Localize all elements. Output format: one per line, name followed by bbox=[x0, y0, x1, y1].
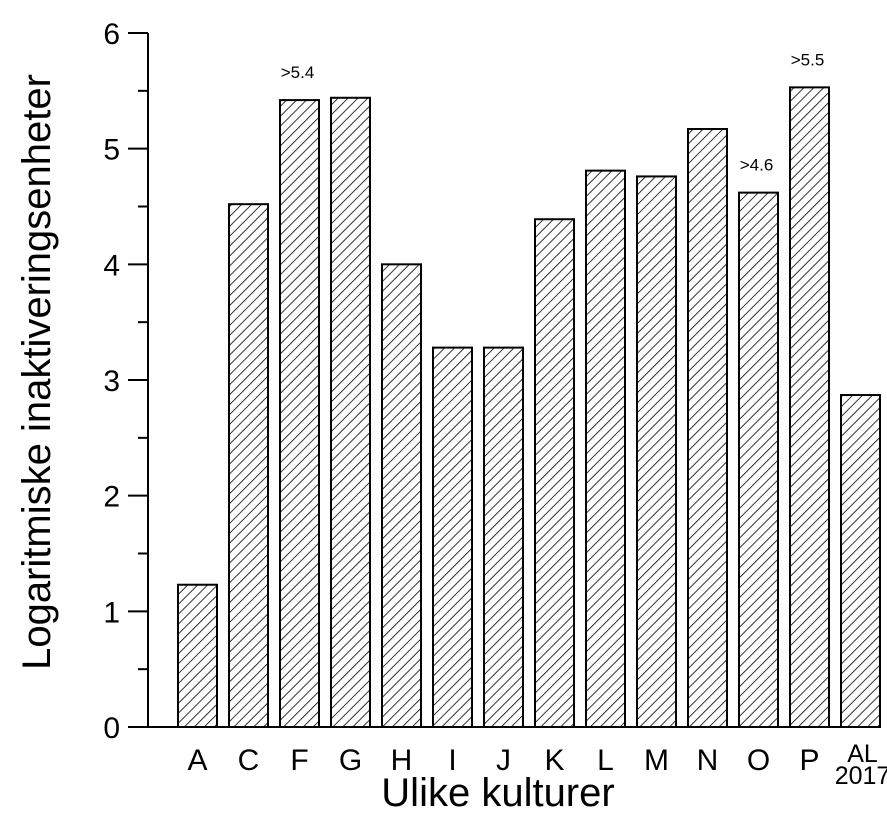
x-tick-label: N bbox=[697, 744, 719, 777]
bar-j bbox=[483, 346, 524, 728]
bar-h bbox=[381, 263, 422, 728]
x-tick-label: L bbox=[597, 744, 614, 777]
bar-n bbox=[687, 128, 728, 728]
bars bbox=[177, 86, 881, 729]
x-tick-label: J bbox=[496, 744, 511, 777]
bar-al-2017 bbox=[840, 394, 881, 728]
x-axis-title: Ulike kulturer bbox=[381, 771, 614, 815]
x-tick-label: K bbox=[544, 744, 564, 777]
x-tick-label: C bbox=[238, 744, 260, 777]
y-tick-label: 6 bbox=[103, 18, 120, 51]
y-axis-title: Logaritmiske inaktiveringsenheter bbox=[15, 74, 59, 670]
x-tick-label: H bbox=[391, 744, 413, 777]
x-tick-label: 2017 bbox=[835, 762, 887, 790]
x-tick-label: F bbox=[290, 744, 308, 777]
bar-l bbox=[585, 169, 626, 729]
bar-g bbox=[330, 96, 371, 729]
bar-a bbox=[177, 583, 218, 728]
y-tick-label: 0 bbox=[103, 712, 120, 745]
bar-c bbox=[228, 203, 269, 729]
x-tick-label: A bbox=[187, 744, 207, 777]
x-tick-label: O bbox=[747, 744, 770, 777]
bar-annotation: >5.4 bbox=[281, 63, 315, 82]
bar-k bbox=[534, 218, 575, 728]
y-tick-label: 2 bbox=[103, 481, 120, 514]
bar-p bbox=[789, 86, 830, 728]
y-tick-label: 5 bbox=[103, 134, 120, 167]
x-tick-label: P bbox=[799, 744, 819, 777]
y-tick-label: 3 bbox=[103, 365, 120, 398]
bar-annotation: >4.6 bbox=[740, 156, 774, 175]
x-tick-label: I bbox=[448, 744, 456, 777]
bar-annotations: >5.4 >4.6 >5.5 bbox=[281, 50, 825, 174]
bar-annotation: >5.5 bbox=[791, 50, 825, 69]
y-tick-label: 1 bbox=[103, 596, 120, 629]
bar-i bbox=[432, 346, 473, 728]
y-tick-label: 4 bbox=[103, 249, 120, 282]
bar-f bbox=[279, 99, 320, 728]
bar-o bbox=[738, 191, 779, 728]
bar-m bbox=[636, 175, 677, 728]
x-tick-label: M bbox=[644, 744, 669, 777]
x-tick-label: G bbox=[339, 744, 362, 777]
x-tick-label: AL bbox=[847, 740, 878, 768]
